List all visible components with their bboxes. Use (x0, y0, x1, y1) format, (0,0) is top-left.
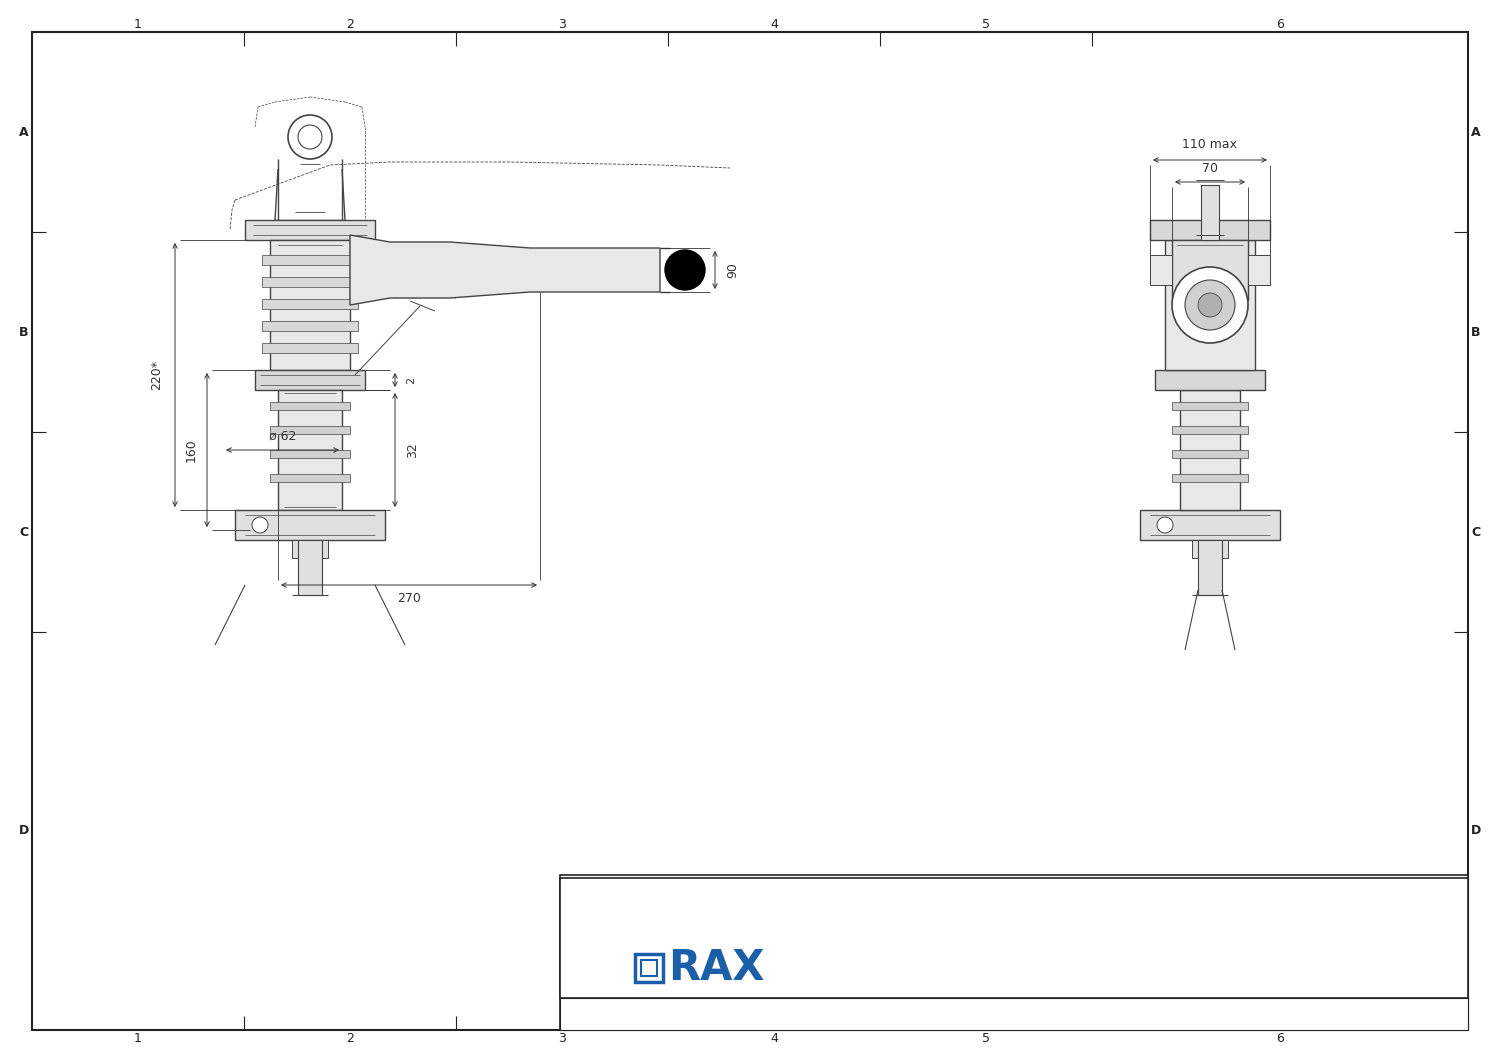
Text: 3: 3 (558, 17, 566, 31)
Text: B: B (20, 325, 28, 339)
Bar (1166, 240, 1256, 370)
Bar (262, 255, 358, 266)
Bar (278, 390, 342, 510)
Circle shape (1172, 267, 1248, 343)
Circle shape (1185, 280, 1234, 330)
Text: CHECKED BY:: CHECKED BY: (753, 890, 831, 903)
Text: SHATE 1OF1: SHATE 1OF1 (1372, 948, 1432, 958)
Circle shape (664, 250, 705, 290)
Text: 3: 3 (558, 1031, 566, 1045)
Text: 2: 2 (346, 17, 354, 31)
Bar (270, 450, 350, 458)
Bar (236, 510, 386, 539)
Text: REVISON:: REVISON: (568, 1008, 624, 1021)
Circle shape (288, 115, 332, 159)
Text: 32: 32 (406, 442, 420, 458)
Text: C: C (20, 526, 28, 538)
Text: B: B (1472, 325, 1480, 339)
Circle shape (1156, 517, 1173, 533)
Bar (316, 539, 328, 558)
Text: A: A (1472, 125, 1480, 138)
Text: 70: 70 (1202, 161, 1218, 174)
Text: DRAWING NO.:: DRAWING NO.: (938, 890, 1024, 903)
Bar (1172, 402, 1248, 410)
Text: 2: 2 (406, 376, 416, 383)
Bar (1172, 450, 1248, 458)
Bar (1216, 539, 1228, 558)
Bar (1180, 390, 1240, 510)
Bar (270, 240, 350, 370)
Bar (640, 960, 657, 976)
Text: A4: A4 (1269, 893, 1314, 923)
Text: Hebei Rax Industry CO.,LTD: Hebei Rax Industry CO.,LTD (834, 958, 1176, 978)
Bar (262, 299, 358, 309)
Text: 160: 160 (184, 439, 198, 462)
Bar (1150, 255, 1172, 285)
Bar (292, 539, 304, 558)
Text: 90: 90 (726, 262, 740, 278)
Text: 4: 4 (770, 1031, 778, 1045)
Text: 5: 5 (982, 17, 990, 31)
Text: 2: 2 (346, 1031, 354, 1045)
Bar (270, 426, 350, 434)
Bar (560, 878, 1468, 998)
Text: 4: 4 (770, 17, 778, 31)
Bar (1192, 539, 1204, 558)
Circle shape (252, 517, 268, 533)
Text: 1: 1 (134, 17, 142, 31)
Text: 220*: 220* (150, 360, 164, 390)
Text: 6: 6 (1276, 1031, 1284, 1045)
Bar (1198, 539, 1222, 595)
Bar (634, 954, 663, 982)
Bar (262, 343, 358, 353)
Bar (1150, 220, 1270, 240)
Text: ø 62: ø 62 (268, 429, 296, 443)
Text: 1: 1 (134, 1031, 142, 1045)
Text: C: C (1472, 526, 1480, 538)
Text: RAX: RAX (668, 947, 765, 989)
Bar (1172, 240, 1248, 299)
Text: 5: 5 (982, 1031, 990, 1045)
Text: TOLERENCE:  ±5%: TOLERENCE: ±5% (1198, 949, 1308, 962)
Bar (560, 998, 1468, 1030)
Bar (262, 321, 358, 331)
Bar (262, 277, 358, 287)
Bar (270, 402, 350, 410)
Bar (1172, 474, 1248, 482)
Bar (1140, 510, 1280, 539)
Bar (298, 539, 322, 595)
Bar (1155, 370, 1264, 390)
Bar (255, 370, 364, 390)
Circle shape (1198, 293, 1222, 316)
Polygon shape (350, 235, 660, 305)
Bar (1202, 185, 1219, 240)
Text: DATE:: DATE: (828, 1008, 862, 1021)
Text: 110 max: 110 max (1182, 138, 1238, 152)
Text: DRAWN BY:  LIU: DRAWN BY: LIU (568, 890, 660, 903)
Bar (270, 474, 350, 482)
Text: D: D (1472, 824, 1480, 838)
Circle shape (298, 125, 322, 149)
Text: D: D (20, 824, 28, 838)
Bar (1172, 426, 1248, 434)
Text: 6: 6 (1276, 17, 1284, 31)
Text: 270: 270 (398, 593, 422, 605)
Bar (244, 220, 375, 240)
Bar (560, 875, 1468, 1030)
Bar (1248, 255, 1270, 285)
Text: A: A (20, 125, 28, 138)
